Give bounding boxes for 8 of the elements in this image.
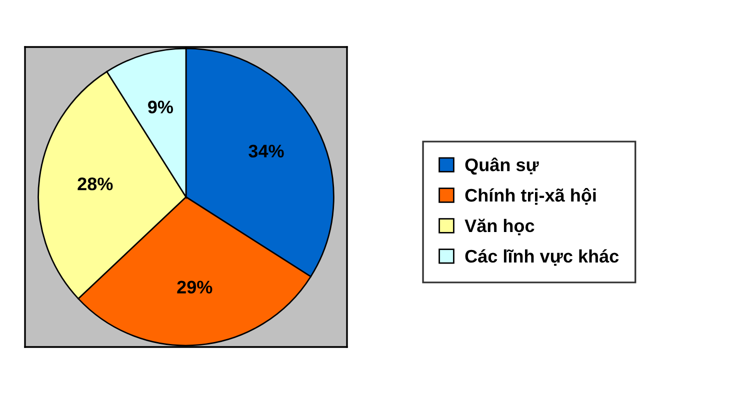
- data-label: 29%: [177, 280, 212, 294]
- data-label: 28%: [78, 178, 113, 190]
- data-label: 34%: [248, 144, 284, 158]
- data-label: 9%: [148, 100, 174, 114]
- legend-label: Quân sự: [465, 158, 539, 175]
- legend-label: Chính trị-xã hội: [465, 188, 596, 205]
- legend-label: Văn học: [464, 218, 534, 236]
- legend-label: Các lĩnh vực khác: [465, 249, 619, 266]
